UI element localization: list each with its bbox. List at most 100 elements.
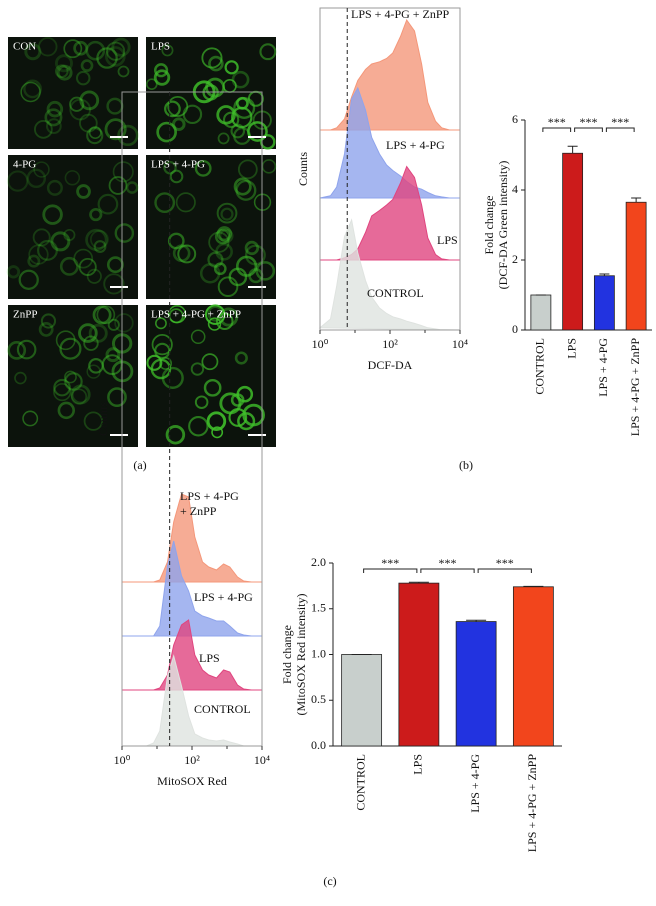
x-tick-label: 10⁰ [114, 753, 131, 767]
cell [207, 251, 224, 268]
histogram-ridge [122, 654, 262, 747]
cell [164, 100, 181, 118]
cell [22, 410, 39, 427]
cell [111, 37, 131, 57]
cell [54, 64, 69, 79]
image-background [146, 37, 276, 149]
cell [203, 378, 222, 397]
y-tick-label: 2.0 [311, 555, 326, 569]
cell [79, 90, 100, 111]
cell [242, 403, 265, 427]
cell [14, 371, 27, 385]
cell [216, 226, 233, 242]
cell [235, 179, 257, 201]
image-label: LPS + 4-PG + ZnPP [151, 309, 241, 321]
cell [145, 78, 158, 91]
y-axis-label: Counts [96, 402, 110, 436]
y-tick-label: 0 [512, 322, 518, 336]
cell [40, 313, 57, 329]
cell [171, 117, 186, 131]
cell [161, 44, 174, 57]
cell [64, 370, 77, 384]
cell [53, 378, 71, 397]
series-label: LPS + 4-PG [386, 138, 445, 152]
significance-bracket [542, 127, 572, 132]
micrograph: CON [8, 37, 139, 149]
cell [208, 55, 224, 72]
cell [33, 161, 50, 178]
cell [151, 334, 173, 356]
cell [89, 207, 103, 222]
bar [398, 582, 440, 747]
image-background [8, 37, 138, 149]
x-tick-label: CONTROL [533, 338, 547, 395]
cell [88, 323, 108, 343]
cell [234, 351, 248, 365]
cell [217, 276, 239, 298]
cell [50, 231, 71, 252]
cell [215, 242, 233, 261]
significance-label: *** [611, 115, 629, 129]
cell [85, 228, 108, 252]
cell [80, 59, 94, 72]
cell [78, 257, 97, 277]
cell [244, 244, 266, 266]
cell [105, 41, 126, 61]
cell [18, 269, 39, 290]
cell [237, 412, 256, 431]
caption: (a) [133, 458, 146, 472]
cell [96, 305, 116, 325]
image-background [8, 305, 138, 447]
cell [253, 193, 272, 211]
cell [155, 317, 167, 330]
cell [224, 60, 239, 75]
significance-label: *** [496, 556, 514, 570]
x-tick-label: 10² [382, 337, 398, 351]
cell [69, 98, 91, 121]
cell [231, 70, 250, 89]
x-tick-label: LPS + 4-PG + ZnPP [628, 338, 642, 437]
cell [64, 372, 83, 391]
cell [83, 411, 103, 431]
y-tick-label: 2 [512, 252, 518, 266]
cell [38, 37, 58, 57]
cell [208, 231, 230, 253]
cell [92, 305, 112, 325]
cell [96, 47, 118, 69]
error-bar [408, 581, 429, 584]
cell [42, 204, 63, 225]
cell [83, 335, 99, 351]
cell [26, 168, 47, 189]
cell [106, 256, 124, 274]
cell [59, 256, 79, 276]
cell [16, 339, 37, 360]
cell [23, 79, 42, 99]
micrograph: ZnPP [7, 305, 138, 447]
cell [214, 228, 231, 245]
x-tick-label: 10⁴ [254, 753, 270, 767]
cell [20, 81, 41, 103]
cell [259, 134, 276, 150]
cell [201, 47, 223, 69]
significance-bracket [420, 568, 475, 573]
cell [24, 43, 42, 61]
cell [244, 240, 260, 256]
significance-bracket [574, 127, 603, 132]
error-bar [631, 197, 642, 203]
cell [159, 357, 173, 370]
cell [7, 170, 29, 192]
micrograph: LPS + 4-PG + ZnPP [146, 304, 276, 447]
x-axis-label: MitoSOX Red [157, 774, 227, 788]
cell [79, 113, 98, 133]
cell [70, 384, 91, 405]
cell [112, 161, 134, 183]
cell [34, 119, 53, 139]
cell [259, 43, 277, 61]
significance-bracket [605, 127, 635, 132]
cell [188, 416, 209, 437]
cell [85, 40, 106, 61]
cell [146, 354, 163, 371]
micrograph: 4-PG [6, 155, 139, 299]
y-tick-label: 1.0 [311, 646, 326, 660]
cell [169, 169, 184, 184]
